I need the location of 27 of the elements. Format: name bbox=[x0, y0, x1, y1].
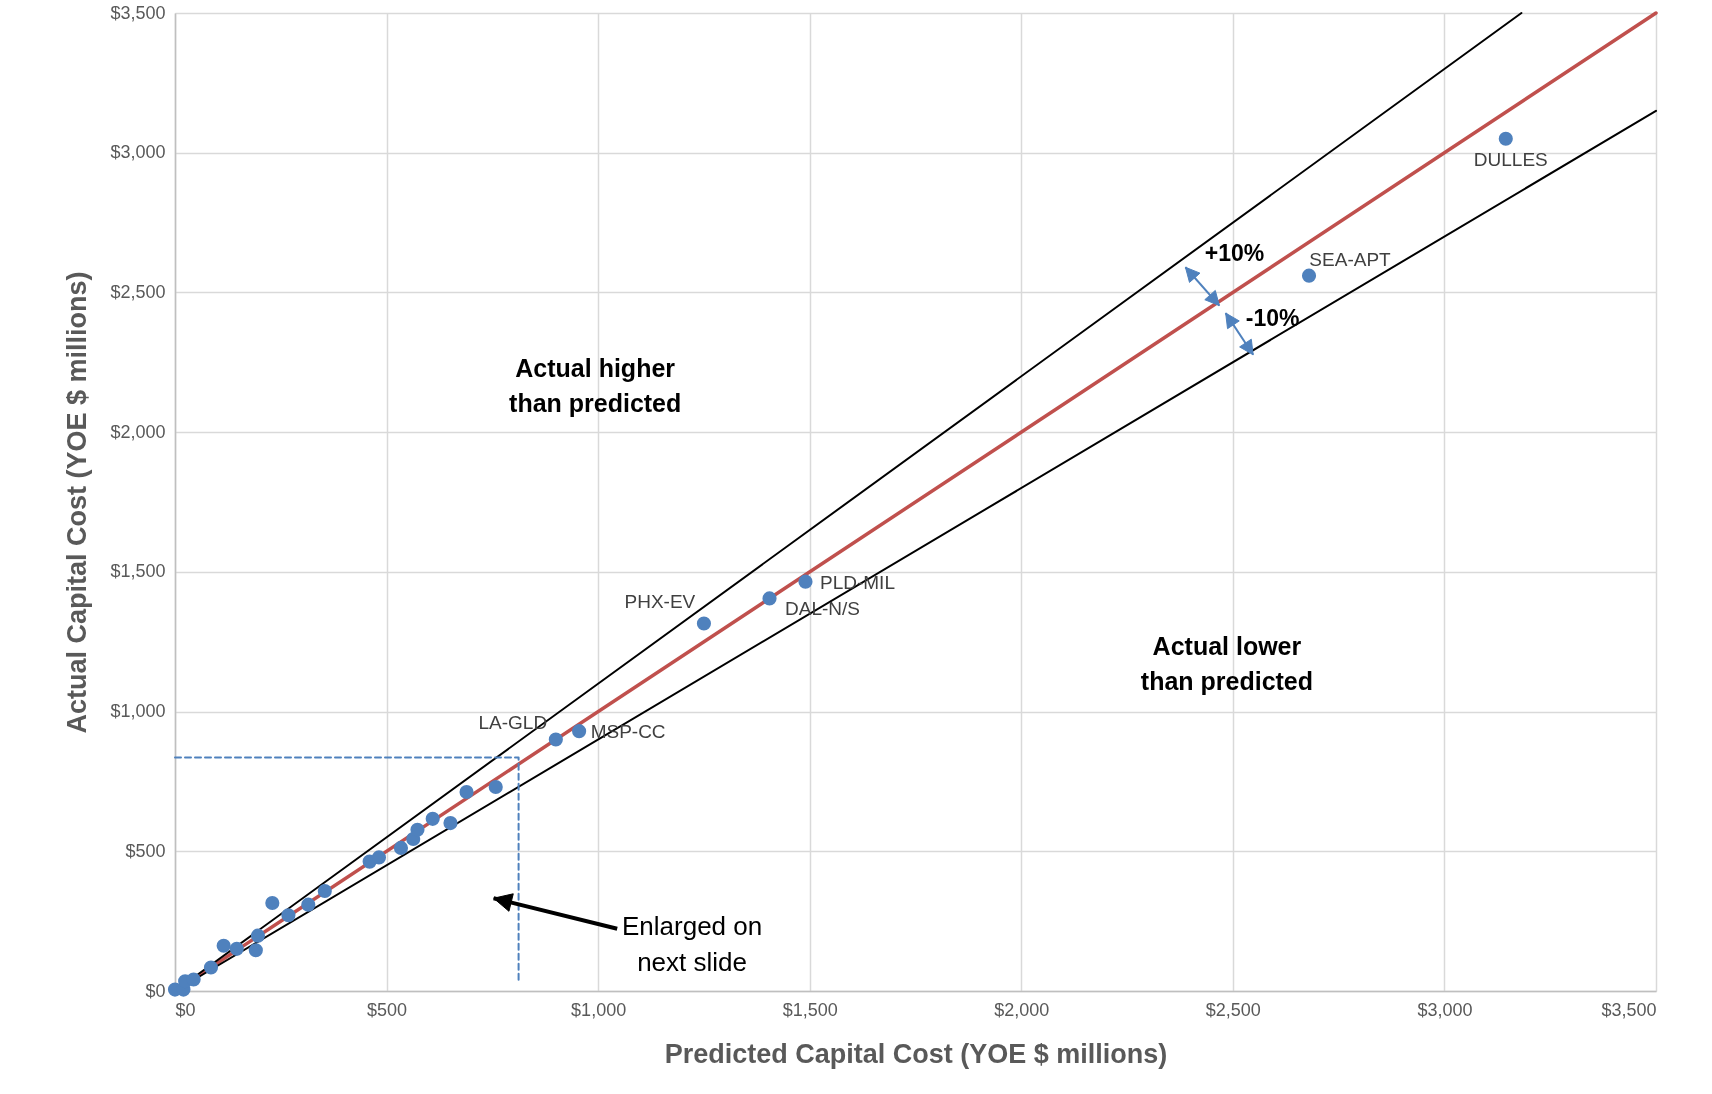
y-tick-label: $3,000 bbox=[110, 142, 166, 163]
y-tick-label: $2,000 bbox=[110, 421, 166, 442]
x-axis-title: Predicted Capital Cost (YOE $ millions) bbox=[664, 1038, 1168, 1069]
y-tick-label: $1,500 bbox=[110, 561, 166, 582]
y-tick-label: $3,500 bbox=[110, 2, 166, 23]
x-tick-label: $0 bbox=[175, 999, 196, 1020]
x-tick-label: $500 bbox=[367, 999, 408, 1020]
y-tick-label: $500 bbox=[125, 840, 166, 861]
annotation: PHX-EV bbox=[624, 590, 696, 612]
annotation: -10% bbox=[1245, 304, 1300, 331]
annotation: Actual lower than predicted bbox=[1140, 632, 1314, 696]
x-tick-label: $1,000 bbox=[571, 999, 627, 1020]
annotation: Actual higher than predicted bbox=[509, 353, 682, 417]
x-tick-label: $2,500 bbox=[1205, 999, 1261, 1020]
x-tick-label: $3,000 bbox=[1417, 999, 1473, 1020]
y-axis-title: Actual Capital Cost (YOE $ millions) bbox=[62, 271, 93, 734]
y-tick-label: $0 bbox=[145, 980, 166, 1001]
annotation: DULLES bbox=[1473, 148, 1548, 170]
annotation: LA-GLD bbox=[478, 711, 548, 733]
y-tick-label: $2,500 bbox=[110, 281, 166, 302]
annotation: Enlarged on next slide bbox=[621, 910, 763, 978]
x-tick-label: $2,000 bbox=[994, 999, 1050, 1020]
annotation: SEA-APT bbox=[1309, 248, 1392, 270]
y-tick-label: $1,000 bbox=[110, 701, 166, 722]
x-tick-label: $1,500 bbox=[782, 999, 838, 1020]
x-tick-label: $3,500 bbox=[1601, 999, 1657, 1020]
annotation: +10% bbox=[1204, 240, 1265, 267]
